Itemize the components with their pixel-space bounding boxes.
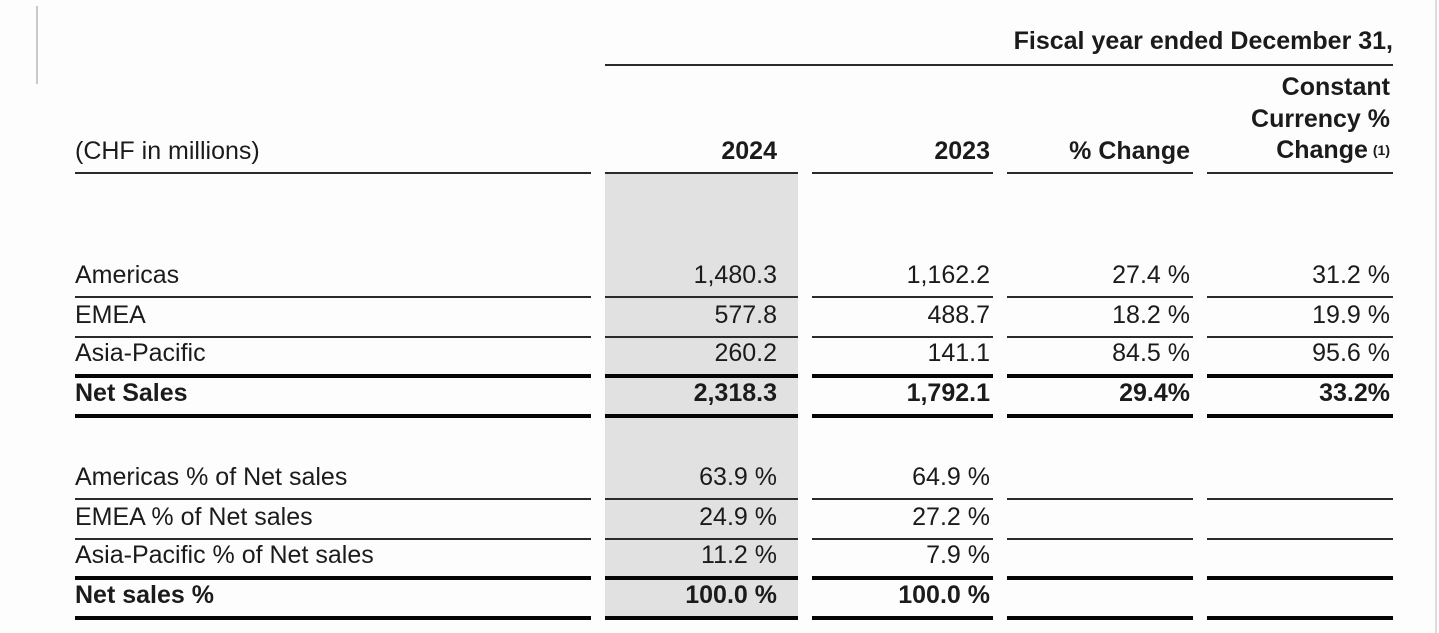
value-cc-change [1207,580,1393,620]
value-cc-change [1207,500,1393,540]
page-edge-artifact-left [36,6,38,84]
column-header-constant-currency: Constant Currency % Change (1) [1207,66,1393,174]
value-pct-change [1007,540,1193,580]
spacer-row [75,418,1389,460]
value-cc-change [1207,460,1393,500]
spanner-row: Fiscal year ended December 31, [75,18,1393,66]
footnote-marker: (1) [1372,141,1390,158]
table-row-net-sales-pct-total: Net sales % 100.0 % 100.0 % [75,580,1393,620]
row-label: Americas % of Net sales [75,460,591,500]
value-2024: 11.2 % [605,540,798,580]
column-header-2024: 2024 [605,66,798,174]
row-label: EMEA [75,298,591,338]
value-2023: 488.7 [812,298,993,338]
spanner-empty-label-cell [75,18,591,66]
table-row-emea-pct: EMEA % of Net sales 24.9 % 27.2 % [75,500,1393,540]
table-row-emea: EMEA 577.8 488.7 18.2 % 19.9 % [75,298,1393,338]
row-label: Asia-Pacific % of Net sales [75,540,591,580]
value-2024: 260.2 [605,338,798,378]
shaded-column-spacer [605,418,798,460]
constant-currency-line-3: Change (1) [1276,135,1390,164]
value-2024: 577.8 [605,298,798,338]
table-row-net-sales-total: Net Sales 2,318.3 1,792.1 29.4% 33.2% [75,378,1393,418]
constant-currency-line-2: Currency % [1251,104,1390,133]
value-2023: 100.0 % [812,580,993,620]
value-2024: 24.9 % [605,500,798,540]
value-pct-change [1007,460,1193,500]
column-header-2023: 2023 [812,66,993,174]
value-2024: 2,318.3 [605,378,798,418]
table-spanner-heading: Fiscal year ended December 31, [605,18,1393,66]
value-pct-change: 27.4 % [1007,258,1193,298]
shaded-column-spacer [605,174,798,258]
value-2023: 27.2 % [812,500,993,540]
column-header-pct-change: % Change [1007,66,1193,174]
value-cc-change: 33.2% [1207,378,1393,418]
value-cc-change: 31.2 % [1207,258,1393,298]
unit-label: (CHF in millions) [75,66,591,174]
table-row-asia-pacific: Asia-Pacific 260.2 141.1 84.5 % 95.6 % [75,338,1393,378]
value-2023: 141.1 [812,338,993,378]
value-pct-change [1007,580,1193,620]
value-2023: 1,162.2 [812,258,993,298]
value-cc-change: 95.6 % [1207,338,1393,378]
value-2023: 64.9 % [812,460,993,500]
value-2023: 7.9 % [812,540,993,580]
row-label: Americas [75,258,591,298]
row-label: Net sales % [75,580,591,620]
regional-net-sales-table: Fiscal year ended December 31, (CHF in m… [75,18,1393,620]
value-2024: 1,480.3 [605,258,798,298]
value-pct-change: 29.4% [1007,378,1193,418]
value-2024: 63.9 % [605,460,798,500]
value-pct-change: 18.2 % [1007,298,1193,338]
table-row-americas-pct: Americas % of Net sales 63.9 % 64.9 % [75,460,1393,500]
value-2024: 100.0 % [605,580,798,620]
value-cc-change: 19.9 % [1207,298,1393,338]
row-label: Asia-Pacific [75,338,591,378]
row-label: Net Sales [75,378,591,418]
column-header-row: (CHF in millions) 2024 2023 % Change Con… [75,66,1393,174]
value-2023: 1,792.1 [812,378,993,418]
value-pct-change [1007,500,1193,540]
table-row-americas: Americas 1,480.3 1,162.2 27.4 % 31.2 % [75,258,1393,298]
page-edge-artifact-right [1435,0,1437,633]
value-cc-change [1207,540,1393,580]
constant-currency-header-block: Constant Currency % Change (1) [1251,72,1390,166]
spacer-row [75,174,1389,258]
row-label: EMEA % of Net sales [75,500,591,540]
constant-currency-line-1: Constant [1281,73,1390,102]
value-pct-change: 84.5 % [1007,338,1193,378]
table-row-asia-pacific-pct: Asia-Pacific % of Net sales 11.2 % 7.9 % [75,540,1393,580]
